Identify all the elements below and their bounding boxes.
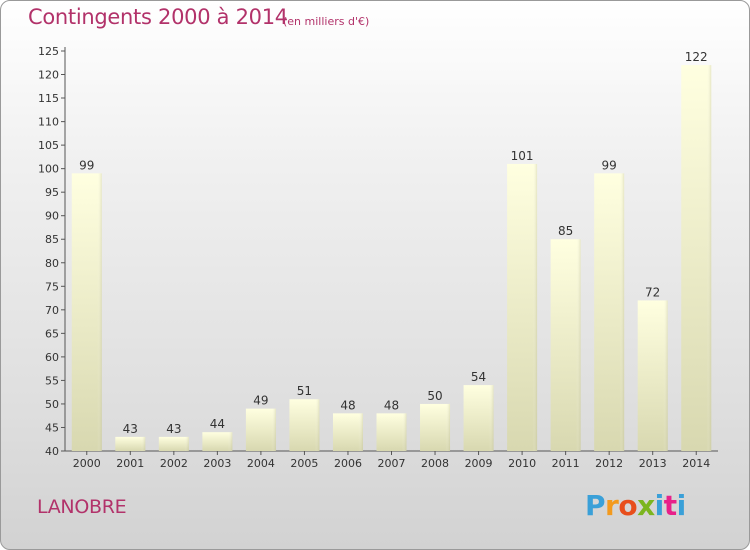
bar-shade bbox=[332, 413, 363, 451]
y-tick-label: 40 bbox=[45, 445, 59, 458]
x-tick-label: 2001 bbox=[116, 457, 144, 470]
bar-2005 bbox=[289, 399, 320, 451]
commune-name: LANOBRE bbox=[37, 496, 127, 518]
y-tick-label: 50 bbox=[45, 398, 59, 411]
x-tick-label: 2010 bbox=[508, 457, 536, 470]
y-tick-label: 105 bbox=[38, 139, 59, 152]
x-tick-label: 2005 bbox=[290, 457, 318, 470]
value-label: 48 bbox=[384, 398, 399, 412]
bar-2012 bbox=[594, 173, 625, 451]
value-label: 101 bbox=[511, 149, 534, 163]
value-label: 99 bbox=[602, 158, 617, 172]
y-tick-label: 100 bbox=[38, 163, 59, 176]
logo-letter: i bbox=[654, 489, 665, 522]
logo-letter: i bbox=[676, 489, 687, 522]
bar-2004 bbox=[245, 408, 276, 451]
x-axis: 2000 2001 2002 2003 2004 2005 2006 2007 2008 2009… bbox=[65, 450, 718, 470]
bar-shade bbox=[71, 173, 102, 451]
logo-letter: P bbox=[585, 489, 606, 522]
value-label: 44 bbox=[210, 417, 225, 431]
bar-shade bbox=[202, 432, 233, 451]
value-label: 99 bbox=[79, 158, 94, 172]
bar-2008 bbox=[420, 403, 451, 451]
y-axis: 40 45 50 55 60 65 70 75 80 85 90 95 100 105 110 115 120 1… bbox=[38, 45, 66, 458]
x-tick-label: 2006 bbox=[334, 457, 362, 470]
x-tick-label: 2013 bbox=[639, 457, 667, 470]
chart-unit-note: (en milliers d'€) bbox=[283, 15, 370, 28]
bar-2009 bbox=[463, 385, 494, 451]
y-tick-label: 95 bbox=[45, 186, 59, 199]
bar-shade bbox=[594, 173, 625, 451]
x-tick-label: 2007 bbox=[378, 457, 406, 470]
y-tick-label: 115 bbox=[38, 92, 59, 105]
bar-shade bbox=[507, 163, 538, 452]
bar-shade bbox=[115, 436, 146, 451]
x-tick-label: 2003 bbox=[203, 457, 231, 470]
x-tick-label: 2012 bbox=[595, 457, 623, 470]
logo-letter: t bbox=[663, 489, 677, 522]
y-tick-label: 80 bbox=[45, 257, 59, 270]
value-label: 49 bbox=[253, 394, 268, 408]
x-tick-label: 2002 bbox=[160, 457, 188, 470]
y-tick-label: 125 bbox=[38, 45, 59, 58]
bar-2011 bbox=[550, 239, 581, 451]
bar-2010 bbox=[507, 163, 538, 452]
value-label: 51 bbox=[297, 384, 312, 398]
bar-shade bbox=[463, 385, 494, 451]
y-tick-label: 85 bbox=[45, 233, 59, 246]
y-tick-label: 75 bbox=[45, 280, 59, 293]
bar-2006 bbox=[332, 413, 363, 451]
value-label: 72 bbox=[645, 285, 660, 299]
bar-2007 bbox=[376, 413, 407, 451]
y-tick-label: 110 bbox=[38, 116, 59, 129]
x-tick-label: 2009 bbox=[465, 457, 493, 470]
value-label: 50 bbox=[427, 389, 442, 403]
x-tick-label: 2004 bbox=[247, 457, 275, 470]
x-tick-label: 2008 bbox=[421, 457, 449, 470]
x-tick-label: 2014 bbox=[682, 457, 710, 470]
bar-2000 bbox=[71, 173, 102, 451]
bar-2002 bbox=[158, 436, 189, 451]
value-label: 43 bbox=[166, 422, 181, 436]
logo-letter: o bbox=[618, 489, 638, 522]
y-tick-label: 55 bbox=[45, 374, 59, 387]
bar-2014 bbox=[681, 65, 712, 451]
logo-letter: r bbox=[605, 489, 619, 522]
bar-2013 bbox=[637, 300, 668, 451]
bar-shade bbox=[681, 65, 712, 451]
bar-shade bbox=[158, 436, 189, 451]
value-label: 85 bbox=[558, 224, 573, 238]
bar-2001 bbox=[115, 436, 146, 451]
x-tick-label: 2000 bbox=[73, 457, 101, 470]
x-tick-label: 2011 bbox=[552, 457, 580, 470]
value-labels-group: 99 43 43 44 49 51 48 48 50 54 101 85 99 72 122 bbox=[79, 50, 708, 436]
logo-letter: x bbox=[637, 489, 655, 522]
bar-shade bbox=[245, 408, 276, 451]
y-tick-label: 45 bbox=[45, 421, 59, 434]
bar-shade bbox=[637, 300, 668, 451]
proxiti-logo[interactable]: Proxiti bbox=[585, 489, 686, 522]
y-tick-label: 70 bbox=[45, 304, 59, 317]
value-label: 54 bbox=[471, 370, 486, 384]
bar-shade bbox=[550, 239, 581, 451]
value-label: 48 bbox=[340, 398, 355, 412]
y-tick-label: 120 bbox=[38, 69, 59, 82]
bar-shade bbox=[376, 413, 407, 451]
bars-group bbox=[71, 65, 712, 452]
y-tick-label: 60 bbox=[45, 351, 59, 364]
bar-shade bbox=[420, 403, 451, 451]
bar-2003 bbox=[202, 432, 233, 451]
value-label: 43 bbox=[123, 422, 138, 436]
bar-shade bbox=[289, 399, 320, 451]
chart-title: Contingents 2000 à 2014 bbox=[28, 5, 288, 29]
value-label: 122 bbox=[685, 50, 708, 64]
y-tick-label: 90 bbox=[45, 210, 59, 223]
y-tick-label: 65 bbox=[45, 327, 59, 340]
